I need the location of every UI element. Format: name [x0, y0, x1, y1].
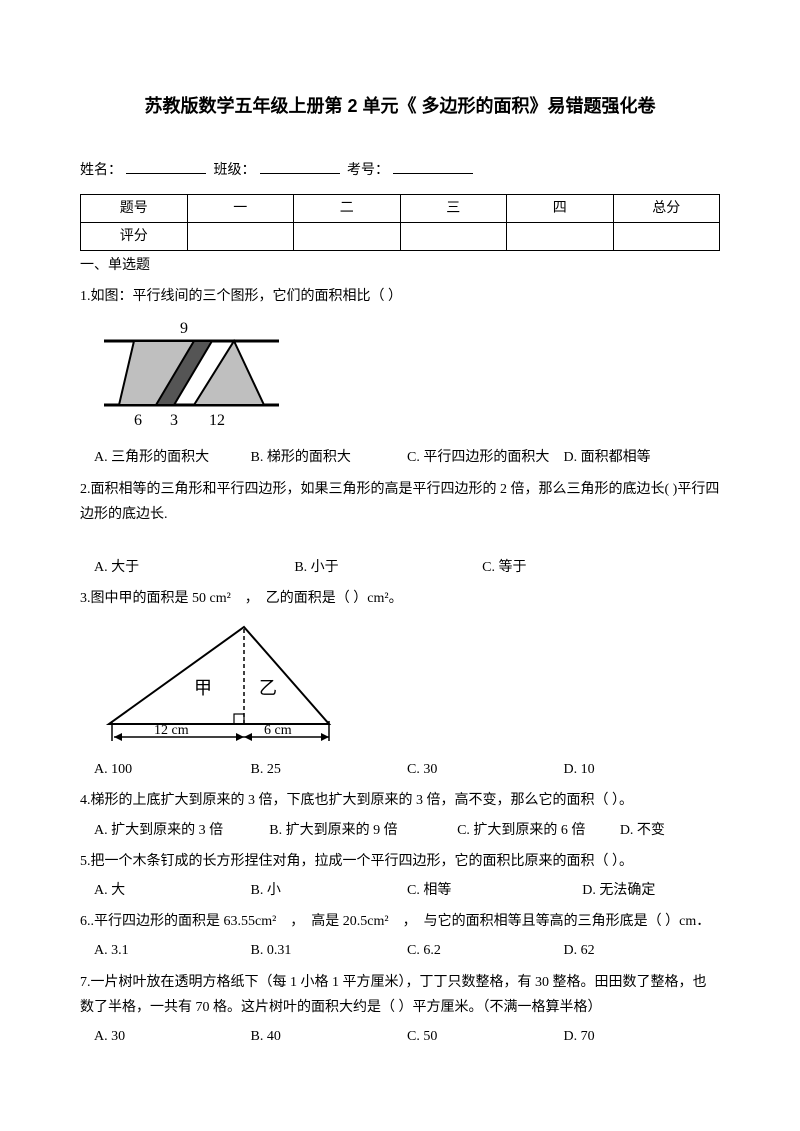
- cell: 二: [294, 194, 401, 222]
- q5-opt-d: D. 无法确定: [582, 878, 720, 903]
- question-3: 3.图中甲的面积是 50 cm² ， 乙的面积是（ ）cm²。: [80, 586, 720, 611]
- table-row: 评分: [81, 222, 720, 250]
- id-blank: [393, 160, 473, 174]
- q7-opt-d: D. 70: [564, 1024, 721, 1049]
- q5-opt-a: A. 大: [94, 878, 251, 903]
- q4-opt-d: D. 不变: [620, 818, 720, 843]
- q4-options: A. 扩大到原来的 3 倍 B. 扩大到原来的 9 倍 C. 扩大到原来的 6 …: [80, 818, 720, 843]
- q3-opt-d: D. 10: [564, 757, 721, 782]
- q6-opt-b: B. 0.31: [251, 938, 408, 963]
- q4-opt-b: B. 扩大到原来的 9 倍: [269, 818, 457, 843]
- score-table: 题号 一 二 三 四 总分 评分: [80, 194, 720, 251]
- q3-dim-b: 6 cm: [264, 723, 292, 738]
- q6-opt-c: C. 6.2: [407, 938, 564, 963]
- cell: [507, 222, 614, 250]
- q7-opt-a: A. 30: [94, 1024, 251, 1049]
- q4-opt-c: C. 扩大到原来的 6 倍: [457, 818, 620, 843]
- q1-bottom-2: 3: [170, 412, 178, 429]
- q2-opt-b: B. 小于: [294, 555, 482, 580]
- q6-opt-d: D. 62: [564, 938, 721, 963]
- cell: [400, 222, 507, 250]
- class-blank: [260, 160, 340, 174]
- q6-opt-a: A. 3.1: [94, 938, 251, 963]
- question-1: 1.如图：平行线间的三个图形，它们的面积相比（ ）: [80, 284, 720, 309]
- q1-options: A. 三角形的面积大 B. 梯形的面积大 C. 平行四边形的面积大 D. 面积都…: [80, 445, 720, 470]
- cell: [187, 222, 294, 250]
- question-2: 2.面积相等的三角形和平行四边形，如果三角形的高是平行四边形的 2 倍，那么三角…: [80, 477, 720, 527]
- name-blank: [126, 160, 206, 174]
- q1-opt-a: A. 三角形的面积大: [94, 445, 251, 470]
- cell: 四: [507, 194, 614, 222]
- q1-opt-c: C. 平行四边形的面积大: [407, 445, 564, 470]
- name-label: 姓名：: [80, 163, 122, 178]
- q5-opt-c: C. 相等: [407, 878, 582, 903]
- question-5: 5.把一个木条钉成的长方形捏住对角，拉成一个平行四边形，它的面积比原来的面积（ …: [80, 849, 720, 874]
- q1-top-label: 9: [180, 320, 188, 337]
- q3-opt-c: C. 30: [407, 757, 564, 782]
- q7-opt-b: B. 40: [251, 1024, 408, 1049]
- q7-options: A. 30 B. 40 C. 50 D. 70: [80, 1024, 720, 1049]
- student-info: 姓名： 班级： 考号：: [80, 158, 720, 183]
- page-title: 苏教版数学五年级上册第 2 单元《 多边形的面积》易错题强化卷: [80, 90, 720, 122]
- q3-label-b: 乙: [259, 678, 277, 698]
- q3-figure: 甲 乙 12 cm 6 cm: [94, 619, 720, 749]
- question-6: 6..平行四边形的面积是 63.55cm² ， 高是 20.5cm² ， 与它的…: [80, 909, 720, 934]
- q3-opt-b: B. 25: [251, 757, 408, 782]
- id-label: 考号：: [347, 163, 389, 178]
- cell: 三: [400, 194, 507, 222]
- q2-options: A. 大于 B. 小于 C. 等于: [80, 555, 720, 580]
- table-row: 题号 一 二 三 四 总分: [81, 194, 720, 222]
- q4-opt-a: A. 扩大到原来的 3 倍: [94, 818, 269, 843]
- q3-opt-a: A. 100: [94, 757, 251, 782]
- q6-options: A. 3.1 B. 0.31 C. 6.2 D. 62: [80, 938, 720, 963]
- cell: 题号: [81, 194, 188, 222]
- class-label: 班级：: [214, 163, 256, 178]
- section-heading: 一、单选题: [80, 253, 720, 278]
- q2-opt-c: C. 等于: [482, 555, 607, 580]
- question-4: 4.梯形的上底扩大到原来的 3 倍，下底也扩大到原来的 3 倍，高不变，那么它的…: [80, 788, 720, 813]
- q7-opt-c: C. 50: [407, 1024, 564, 1049]
- q1-opt-b: B. 梯形的面积大: [251, 445, 408, 470]
- q3-options: A. 100 B. 25 C. 30 D. 10: [80, 757, 720, 782]
- q3-dim-a: 12 cm: [154, 723, 189, 738]
- q1-bottom-3: 12: [209, 412, 225, 429]
- q1-figure: 9 6 3 12: [94, 317, 720, 437]
- q5-opt-b: B. 小: [251, 878, 408, 903]
- cell: 评分: [81, 222, 188, 250]
- cell: [294, 222, 401, 250]
- q2-opt-a: A. 大于: [94, 555, 294, 580]
- q1-bottom-1: 6: [134, 412, 142, 429]
- cell: 一: [187, 194, 294, 222]
- question-7: 7.一片树叶放在透明方格纸下（每 1 小格 1 平方厘米），丁丁只数整格，有 3…: [80, 970, 720, 1020]
- cell: 总分: [613, 194, 720, 222]
- cell: [613, 222, 720, 250]
- q3-label-a: 甲: [194, 678, 212, 698]
- q1-opt-d: D. 面积都相等: [564, 445, 721, 470]
- q5-options: A. 大 B. 小 C. 相等 D. 无法确定: [80, 878, 720, 903]
